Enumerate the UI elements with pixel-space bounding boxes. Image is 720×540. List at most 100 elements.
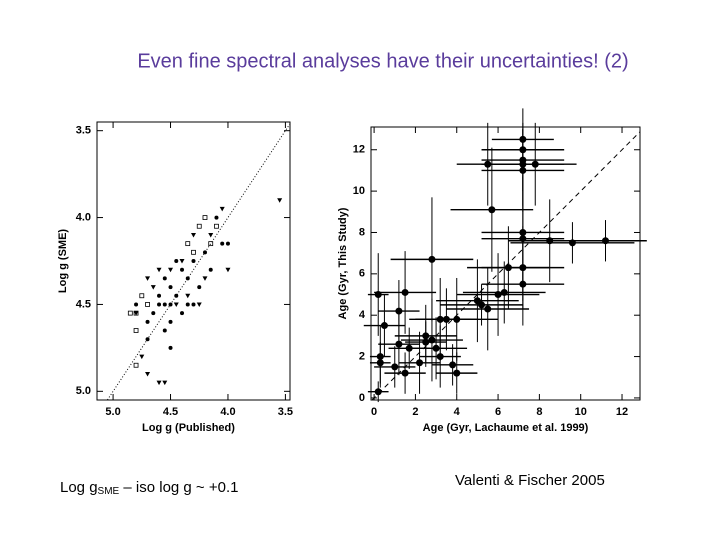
- point: [139, 354, 145, 360]
- point: [202, 215, 208, 220]
- point: [185, 293, 191, 299]
- point: [191, 302, 196, 307]
- point: [196, 223, 202, 229]
- point: [391, 363, 399, 371]
- point: [484, 305, 492, 313]
- point: [168, 267, 174, 273]
- point: [225, 267, 231, 273]
- point: [162, 302, 167, 307]
- y-tick-label: 10: [353, 185, 365, 197]
- point: [428, 336, 436, 344]
- point: [174, 259, 179, 263]
- point: [601, 237, 609, 245]
- point: [145, 371, 151, 377]
- slide-title: Even fine spectral analyses have their u…: [137, 50, 628, 72]
- point: [374, 291, 382, 299]
- point: [168, 319, 173, 324]
- x-tick-label: 4.0: [220, 406, 235, 418]
- point: [134, 302, 139, 307]
- point: [145, 319, 150, 324]
- x-tick-label: 12: [616, 406, 628, 418]
- point: [277, 198, 283, 203]
- point: [174, 293, 179, 298]
- point: [376, 359, 384, 367]
- point: [405, 344, 413, 352]
- x-axis-label: Log g (Published): [142, 422, 235, 434]
- y-axis-label: Log g (SME): [57, 229, 69, 293]
- point: [202, 276, 208, 281]
- point: [145, 337, 150, 342]
- point: [191, 259, 196, 263]
- point: [208, 232, 214, 238]
- point: [145, 276, 151, 281]
- x-tick-label: 10: [575, 406, 587, 418]
- point: [432, 344, 440, 352]
- y-tick-label: 3.5: [76, 125, 91, 137]
- point: [151, 311, 156, 316]
- y-tick-label: 5.0: [76, 385, 91, 397]
- point: [168, 302, 173, 307]
- x-tick-label: 0: [371, 406, 377, 418]
- point: [519, 280, 527, 288]
- point: [185, 302, 190, 307]
- point: [180, 267, 185, 272]
- y-tick-label: 6: [359, 268, 365, 280]
- caption-right: Valenti & Fischer 2005: [455, 472, 605, 489]
- caption-text: – iso log g ~ +0.1: [119, 479, 238, 496]
- point: [179, 259, 185, 264]
- point: [531, 160, 539, 168]
- point: [219, 206, 225, 212]
- point: [401, 369, 409, 377]
- point: [191, 232, 196, 238]
- chart: 0 2 4 6 8 10 12 0 2 4 6 8 10 12 Age (Gyr, Lachaume et …: [337, 108, 647, 434]
- point: [133, 310, 139, 316]
- point: [395, 340, 403, 348]
- reference-line: [106, 123, 291, 401]
- point: [428, 255, 436, 263]
- point: [162, 328, 167, 333]
- chart: 5.0 4.5 4.0 3.5 3.5 4.0 4.5 5.0 Log g (Published…: [57, 121, 293, 434]
- y-tick-label: 0: [359, 392, 365, 404]
- point: [156, 267, 162, 273]
- point: [157, 293, 162, 298]
- point: [202, 250, 207, 255]
- x-tick-label: 3.5: [278, 406, 293, 418]
- point: [488, 206, 496, 214]
- y-tick-label: 4.5: [76, 298, 91, 310]
- point: [436, 353, 444, 361]
- point: [208, 267, 213, 272]
- point: [214, 215, 219, 220]
- point: [145, 302, 150, 307]
- caption-text: Log g: [60, 479, 98, 496]
- point: [162, 276, 167, 281]
- x-tick-label: 4: [454, 406, 461, 418]
- point: [185, 241, 191, 247]
- point: [484, 160, 492, 168]
- y-tick-label: 4: [359, 309, 366, 321]
- point: [380, 322, 388, 330]
- point: [150, 285, 156, 290]
- point: [127, 310, 133, 316]
- y-axis-label: Age (Gyr, This Study): [337, 207, 349, 319]
- point: [453, 369, 461, 377]
- point: [157, 302, 162, 307]
- caption-left: Log gSME – iso log g ~ +0.1: [60, 479, 238, 497]
- point: [191, 249, 196, 255]
- x-tick-label: 4.5: [163, 406, 178, 418]
- plot-frame: [370, 126, 641, 401]
- x-tick-label: 8: [536, 406, 542, 418]
- point: [449, 361, 457, 369]
- plot-frame: [96, 121, 291, 401]
- point: [225, 241, 230, 246]
- point: [133, 362, 139, 368]
- y-tick-label: 12: [353, 144, 365, 156]
- point: [453, 315, 461, 323]
- point: [500, 288, 508, 296]
- point: [185, 276, 190, 281]
- point: [478, 301, 486, 309]
- x-tick-label: 2: [412, 406, 418, 418]
- point: [168, 285, 173, 290]
- point: [139, 293, 145, 299]
